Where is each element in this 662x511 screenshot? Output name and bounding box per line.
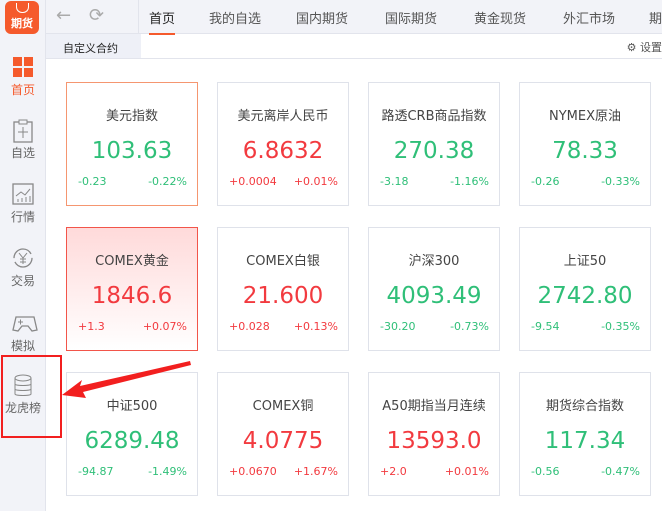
chart-icon bbox=[12, 183, 34, 205]
quote-name: 美元指数 bbox=[105, 109, 158, 124]
quote-percent: +0.13% bbox=[293, 320, 338, 333]
app-logo[interactable]: 期货 bbox=[5, 1, 39, 34]
quote-name: COMEX黄金 bbox=[95, 254, 169, 269]
quote-value: 6289.48 bbox=[84, 428, 180, 454]
quote-change: +0.028 bbox=[229, 320, 270, 333]
gamepad-icon bbox=[12, 312, 38, 334]
quote-name: COMEX铜 bbox=[252, 399, 314, 414]
back-arrow-icon[interactable]: ← bbox=[56, 5, 72, 26]
quote-value: 4.0775 bbox=[242, 428, 324, 454]
quote-value: 1846.6 bbox=[91, 283, 173, 309]
tab-home[interactable]: 首页 bbox=[149, 8, 176, 35]
quote-name: 期货综合指数 bbox=[545, 399, 624, 414]
yen-cycle-icon bbox=[12, 247, 34, 269]
quote-card[interactable]: COMEX铜 4.0775 +0.0670 +1.67% bbox=[217, 372, 349, 496]
quote-percent: -0.35% bbox=[601, 320, 640, 333]
quote-value: 21.600 bbox=[242, 283, 324, 309]
quote-percent: -0.73% bbox=[450, 320, 489, 333]
quote-card[interactable]: 美元指数 103.63 -0.23 -0.22% bbox=[66, 82, 198, 206]
sidebar-item-home[interactable]: 首页 bbox=[0, 56, 46, 98]
highlight-box bbox=[1, 355, 62, 438]
quote-value: 6.8632 bbox=[242, 138, 324, 164]
quote-card[interactable]: COMEX白银 21.600 +0.028 +0.13% bbox=[217, 227, 349, 351]
sidebar: 期货 首页 自选 行情 交易 模拟 龙虎榜 bbox=[0, 0, 46, 511]
quote-name: 路透CRB商品指数 bbox=[381, 109, 487, 124]
quote-value: 13593.0 bbox=[386, 428, 482, 454]
quote-name: COMEX白银 bbox=[246, 254, 320, 269]
sidebar-item-label: 龙虎榜 bbox=[4, 401, 41, 415]
quote-change: +2.0 bbox=[380, 465, 407, 478]
settings-label: 设置 bbox=[640, 41, 662, 54]
quote-name: 中证500 bbox=[106, 399, 158, 414]
quote-change: -94.87 bbox=[78, 465, 114, 478]
sidebar-item-label: 交易 bbox=[10, 274, 35, 288]
tab-forex[interactable]: 外汇市场 bbox=[563, 12, 616, 27]
quote-name: 沪深300 bbox=[408, 254, 460, 269]
tab-domestic-futures[interactable]: 国内期货 bbox=[296, 12, 349, 27]
quote-name: A50期指当月连续 bbox=[382, 399, 486, 414]
quote-card[interactable]: 上证50 2742.80 -9.54 -0.35% bbox=[519, 227, 651, 351]
quote-percent: -0.22% bbox=[148, 175, 187, 188]
settings-button[interactable]: ⚙ 设置 bbox=[627, 39, 662, 55]
quote-percent: -1.16% bbox=[450, 175, 489, 188]
quote-percent: +0.01% bbox=[293, 175, 338, 188]
quote-change: -3.18 bbox=[380, 175, 409, 188]
tab-intl-futures[interactable]: 国际期货 bbox=[385, 12, 438, 27]
gear-icon: ⚙ bbox=[626, 41, 637, 54]
quote-percent: -0.47% bbox=[601, 465, 640, 478]
quote-name: NYMEX原油 bbox=[548, 109, 621, 124]
quote-change: +0.0004 bbox=[229, 175, 277, 188]
quote-value: 78.33 bbox=[552, 138, 618, 164]
quote-change: +0.0670 bbox=[229, 465, 277, 478]
sidebar-item-quotes[interactable]: 行情 bbox=[0, 183, 46, 225]
sidebar-item-leaderboard[interactable]: 龙虎榜 bbox=[0, 374, 46, 416]
quote-value: 4093.49 bbox=[386, 283, 482, 309]
quote-value: 2742.80 bbox=[537, 283, 633, 309]
quote-name: 上证50 bbox=[563, 254, 607, 269]
sidebar-item-watchlist[interactable]: 自选 bbox=[0, 119, 46, 161]
quote-value: 103.63 bbox=[91, 138, 173, 164]
sidebar-item-label: 模拟 bbox=[10, 339, 35, 353]
sidebar-item-label: 自选 bbox=[10, 146, 35, 160]
quote-change: -30.20 bbox=[380, 320, 416, 333]
sidebar-item-simulate[interactable]: 模拟 bbox=[0, 312, 46, 354]
quote-card[interactable]: COMEX黄金 1846.6 +1.3 +0.07% bbox=[66, 227, 198, 351]
quote-change: +1.3 bbox=[78, 320, 105, 333]
tab-watchlist[interactable]: 我的自选 bbox=[209, 12, 262, 27]
quote-percent: +0.01% bbox=[444, 465, 489, 478]
tab-gold-spot[interactable]: 黄金现货 bbox=[474, 12, 527, 27]
database-icon bbox=[12, 374, 34, 396]
quote-change: -0.56 bbox=[531, 465, 560, 478]
divider bbox=[138, 0, 139, 34]
grid-icon bbox=[12, 56, 34, 78]
quote-percent: +0.07% bbox=[142, 320, 187, 333]
sub-toolbar: 自定义合约 ⚙ 设置 bbox=[46, 34, 662, 59]
quote-percent: +1.67% bbox=[293, 465, 338, 478]
quote-change: -0.23 bbox=[78, 175, 107, 188]
quote-card[interactable]: 期货综合指数 117.34 -0.56 -0.47% bbox=[519, 372, 651, 496]
quote-percent: -1.49% bbox=[148, 465, 187, 478]
sidebar-item-trade[interactable]: 交易 bbox=[0, 247, 46, 289]
quote-card[interactable]: A50期指当月连续 13593.0 +2.0 +0.01% bbox=[368, 372, 500, 496]
quote-change: -9.54 bbox=[531, 320, 560, 333]
quote-card[interactable]: NYMEX原油 78.33 -0.26 -0.33% bbox=[519, 82, 651, 206]
tab-more[interactable]: 期 bbox=[649, 12, 662, 27]
sidebar-item-label: 行情 bbox=[10, 210, 35, 224]
quote-card[interactable]: 沪深300 4093.49 -30.20 -0.73% bbox=[368, 227, 500, 351]
quote-change: -0.26 bbox=[531, 175, 560, 188]
top-nav: ← ⟳ 首页 我的自选 国内期货 国际期货 黄金现货 外汇市场 期 bbox=[46, 0, 662, 35]
quote-card[interactable]: 美元离岸人民币 6.8632 +0.0004 +0.01% bbox=[217, 82, 349, 206]
quote-value: 270.38 bbox=[393, 138, 475, 164]
custom-contract-tab[interactable]: 自定义合约 bbox=[46, 34, 141, 58]
quote-value: 117.34 bbox=[544, 428, 626, 454]
sidebar-item-label: 首页 bbox=[10, 83, 35, 97]
quote-card[interactable]: 路透CRB商品指数 270.38 -3.18 -1.16% bbox=[368, 82, 500, 206]
quote-name: 美元离岸人民币 bbox=[237, 109, 329, 124]
clipboard-plus-icon bbox=[12, 119, 34, 143]
quote-percent: -0.33% bbox=[601, 175, 640, 188]
refresh-icon[interactable]: ⟳ bbox=[89, 5, 105, 26]
quote-card[interactable]: 中证500 6289.48 -94.87 -1.49% bbox=[66, 372, 198, 496]
